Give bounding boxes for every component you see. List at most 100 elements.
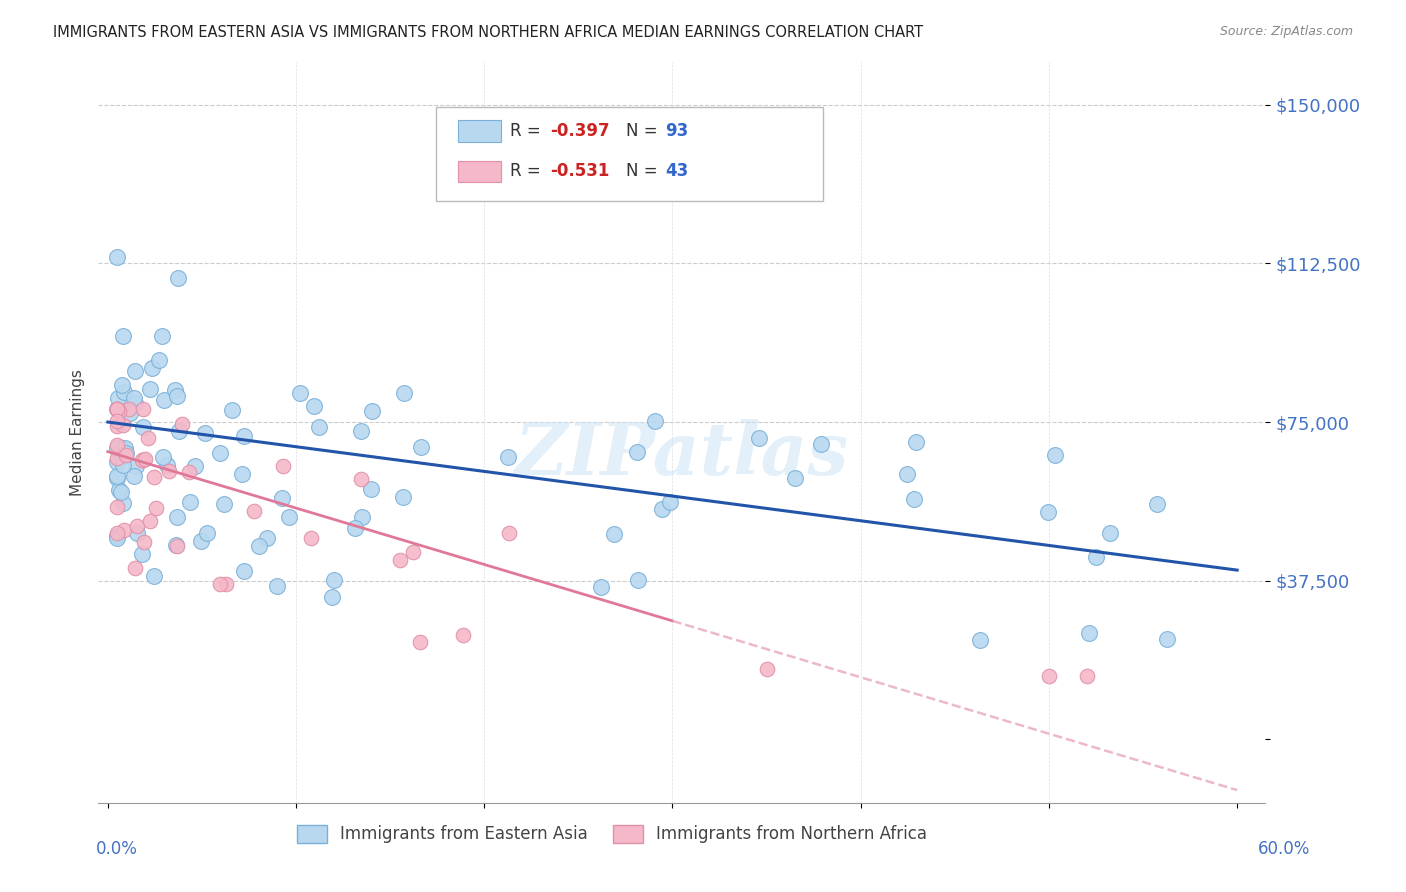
Point (145, 501, 167, 516)
Point (498, 526, 520, 541)
Point (134, 451, 156, 466)
Legend: Immigrants from Eastern Asia, Immigrants from Northern Africa: Immigrants from Eastern Asia, Immigrants… (290, 818, 934, 850)
Text: N =: N = (626, 162, 662, 180)
Point (350, 510, 373, 524)
Point (1043, 448, 1066, 462)
Point (124, 395, 146, 409)
Point (308, 420, 330, 434)
Text: 0.0%: 0.0% (96, 840, 138, 858)
Point (350, 472, 373, 486)
Point (127, 526, 149, 541)
Point (107, 392, 129, 406)
Text: IMMIGRANTS FROM EASTERN ASIA VS IMMIGRANTS FROM NORTHERN AFRICA MEDIAN EARNINGS : IMMIGRANTS FROM EASTERN ASIA VS IMMIGRAN… (53, 25, 924, 40)
Point (131, 402, 153, 417)
Text: ZIPatlas: ZIPatlas (515, 419, 849, 491)
Point (602, 526, 624, 541)
Point (118, 402, 141, 417)
Point (139, 514, 162, 528)
Point (165, 383, 187, 397)
Point (232, 429, 254, 443)
Point (409, 634, 432, 648)
Point (323, 573, 346, 587)
Point (194, 426, 217, 441)
Point (179, 465, 201, 479)
Point (141, 360, 163, 375)
Point (152, 450, 174, 464)
Point (127, 519, 149, 533)
Point (644, 414, 666, 428)
Text: 60.0%: 60.0% (1258, 840, 1310, 858)
Point (156, 458, 179, 472)
Text: 93: 93 (665, 122, 689, 140)
Point (389, 553, 412, 567)
Point (131, 547, 153, 561)
Point (105, 532, 128, 546)
Point (134, 535, 156, 549)
Point (150, 328, 173, 343)
Point (165, 538, 187, 552)
Point (138, 431, 160, 445)
Point (179, 495, 201, 509)
Point (271, 459, 294, 474)
Point (108, 404, 131, 418)
Point (591, 580, 613, 594)
Point (183, 458, 205, 473)
Text: Source: ZipAtlas.com: Source: ZipAtlas.com (1219, 25, 1353, 38)
Point (302, 399, 325, 413)
Point (626, 444, 648, 458)
Point (212, 497, 235, 511)
Point (215, 576, 238, 591)
Point (105, 438, 128, 452)
Point (195, 526, 218, 541)
Point (122, 391, 145, 405)
Point (132, 420, 155, 434)
Point (411, 440, 433, 454)
Point (105, 525, 128, 540)
Point (1085, 550, 1108, 565)
Point (1038, 505, 1060, 519)
Point (105, 402, 128, 417)
Point (243, 504, 266, 518)
Point (651, 502, 673, 516)
Point (105, 529, 128, 543)
Point (190, 534, 212, 549)
Point (233, 564, 256, 578)
Point (810, 437, 832, 451)
Point (112, 496, 135, 510)
Point (125, 459, 148, 474)
Point (111, 417, 134, 432)
Point (105, 250, 128, 264)
Point (221, 403, 243, 417)
Point (166, 539, 188, 553)
Text: 43: 43 (665, 162, 689, 180)
Text: -0.397: -0.397 (550, 122, 609, 140)
Point (755, 662, 778, 676)
Point (105, 455, 128, 469)
Point (105, 470, 128, 484)
Point (105, 402, 128, 417)
Point (110, 484, 132, 499)
Point (209, 577, 232, 591)
Point (451, 628, 474, 642)
Point (122, 469, 145, 483)
Point (288, 386, 311, 401)
Point (270, 491, 292, 505)
Point (905, 435, 928, 450)
Point (402, 544, 425, 558)
Point (748, 431, 770, 445)
Point (105, 402, 128, 417)
Point (231, 467, 253, 481)
Point (209, 445, 232, 459)
Point (1099, 526, 1122, 541)
Point (167, 425, 190, 439)
Point (105, 500, 128, 514)
Text: R =: R = (510, 162, 547, 180)
Point (108, 483, 131, 498)
Point (1156, 632, 1178, 646)
Point (498, 450, 520, 464)
Point (349, 424, 371, 438)
Point (142, 569, 165, 583)
Text: N =: N = (626, 122, 662, 140)
Point (360, 404, 382, 418)
Point (132, 452, 155, 467)
